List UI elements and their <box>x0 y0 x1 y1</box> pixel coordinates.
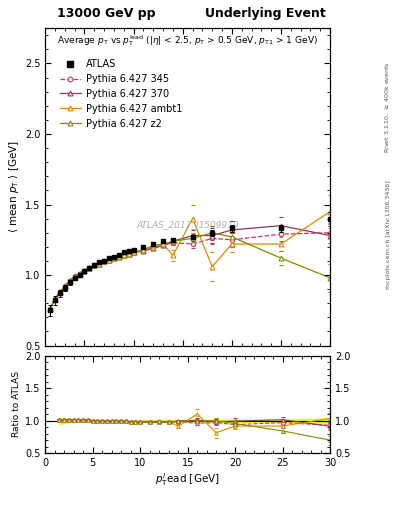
Legend: ATLAS, Pythia 6.427 345, Pythia 6.427 370, Pythia 6.427 ambt1, Pythia 6.427 z2: ATLAS, Pythia 6.427 345, Pythia 6.427 37… <box>56 55 186 133</box>
Text: 13000 GeV pp: 13000 GeV pp <box>57 8 156 20</box>
Text: Underlying Event: Underlying Event <box>206 8 326 20</box>
Text: Average $p_\mathrm{T}$ vs $p_\mathrm{T}^{\mathrm{lead}}$ ($|\eta|$ < 2.5, $p_\ma: Average $p_\mathrm{T}$ vs $p_\mathrm{T}^… <box>57 33 318 48</box>
Text: Rivet 3.1.10, $\geq$ 400k events: Rivet 3.1.10, $\geq$ 400k events <box>384 61 391 154</box>
Text: mcplots.cern.ch [arXiv:1306.3436]: mcplots.cern.ch [arXiv:1306.3436] <box>386 180 391 289</box>
X-axis label: $p_\mathrm{T}^{l}\mathrm{ead}$ [GeV]: $p_\mathrm{T}^{l}\mathrm{ead}$ [GeV] <box>155 471 220 487</box>
Y-axis label: Ratio to ATLAS: Ratio to ATLAS <box>12 372 21 437</box>
Y-axis label: $\langle$ mean $p_\mathrm{T}$ $\rangle$ [GeV]: $\langle$ mean $p_\mathrm{T}$ $\rangle$ … <box>7 140 21 233</box>
Text: ATLAS_2017_I1509919: ATLAS_2017_I1509919 <box>136 221 239 229</box>
